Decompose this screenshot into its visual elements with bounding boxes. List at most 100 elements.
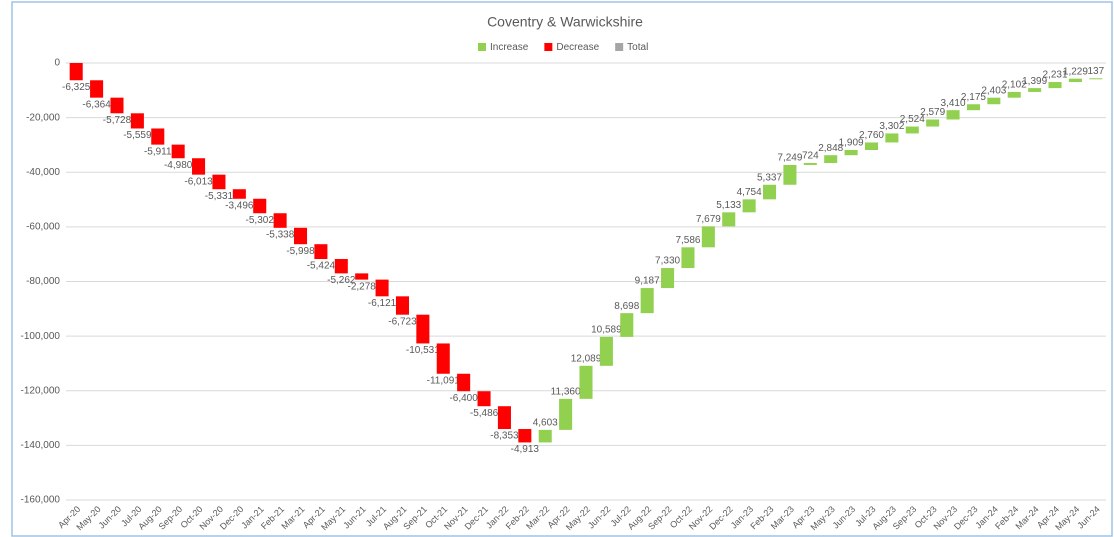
bar [375,279,389,297]
data-label: -6,325 [62,82,91,93]
data-label: 2,524 [900,114,925,125]
data-label: -6,400 [449,393,478,404]
bar [457,373,471,392]
bar [864,142,879,150]
bar [844,149,858,156]
legend-label: Decrease [556,42,599,53]
y-tick-label: -140,000 [21,440,61,451]
bar [232,189,246,199]
bar [640,288,654,314]
y-tick-label: -80,000 [26,276,60,287]
data-label: 7,249 [777,153,802,164]
y-tick-label: -20,000 [26,112,60,123]
data-label: 724 [802,151,819,162]
data-label: 4,603 [533,418,558,429]
y-tick-label: -100,000 [21,331,61,342]
data-label: -4,980 [164,160,193,171]
data-label: -4,913 [511,444,540,455]
bar [130,113,144,129]
data-label: -6,013 [184,176,213,187]
data-label: 7,330 [655,256,680,267]
legend-label: Increase [490,42,529,53]
data-label: 1,229 [1063,66,1088,77]
bar [253,198,267,214]
bar [661,268,675,289]
legend-swatch [478,43,486,51]
data-label: -3,496 [225,200,254,211]
data-label: -5,331 [205,191,234,202]
data-label: 12,089 [571,353,602,364]
data-label: 11,360 [551,386,581,397]
bar [803,162,817,165]
bar [477,391,491,407]
bar [416,314,430,344]
data-label: 3,410 [941,98,966,109]
bar [559,398,573,430]
data-label: -5,486 [470,408,499,419]
bar [436,343,450,374]
data-label: -10,531 [406,345,440,356]
data-label: 7,586 [675,235,700,246]
data-label: -5,262 [327,275,356,286]
data-label: -5,302 [246,215,275,226]
data-label: -8,353 [490,431,519,442]
data-label: -5,338 [266,229,295,240]
data-label: -5,998 [286,246,315,257]
data-label: 4,754 [737,187,762,198]
bar [987,97,1001,105]
data-label: 2,760 [859,130,884,141]
bar [620,313,634,337]
bar [783,164,797,185]
bar [518,429,532,443]
data-label: 5,337 [757,172,782,183]
chart-frame [11,1,1113,537]
bar [599,336,613,366]
data-label: 2,231 [1043,70,1068,81]
bar [722,212,736,227]
bar [192,158,206,175]
data-label: 3,302 [879,121,904,132]
data-label: -11,091 [427,375,461,386]
data-label: 2,175 [961,92,986,103]
data-label: -6,121 [368,298,397,309]
data-label: 137 [1087,66,1104,77]
data-label: 2,848 [818,143,843,154]
bar [885,133,899,143]
data-label: -6,723 [388,316,417,327]
bar [1089,78,1103,80]
data-label: 2,579 [920,107,945,118]
y-tick-label: -60,000 [26,222,60,233]
bar [681,247,695,269]
y-tick-label: -40,000 [26,167,60,178]
data-label: 7,679 [696,214,721,225]
bar [110,97,124,114]
data-label: 5,133 [716,200,741,211]
bar [905,126,919,134]
legend-label: Total [627,42,648,53]
y-tick-label: -120,000 [21,385,61,396]
bar [1028,88,1042,92]
data-label: -5,728 [103,115,132,126]
data-label: 1,909 [839,138,864,149]
bar [171,144,185,159]
bar [69,63,83,81]
chart-title: Coventry & Warwickshire [487,14,643,30]
bar [395,296,409,315]
data-label: 9,187 [635,276,660,287]
bar [966,104,980,111]
data-label: 2,403 [981,85,1006,96]
legend-swatch [544,43,553,51]
bar [334,259,348,274]
data-label: 10,589 [591,325,622,336]
data-label: 2,102 [1002,80,1027,91]
bar [824,155,838,163]
data-label: -5,424 [307,261,336,272]
bar [212,174,226,190]
bar [293,227,308,245]
bar [1048,82,1062,89]
data-label: 8,698 [614,301,639,312]
bar [1068,78,1082,83]
bar [763,184,777,200]
bar [355,273,369,280]
